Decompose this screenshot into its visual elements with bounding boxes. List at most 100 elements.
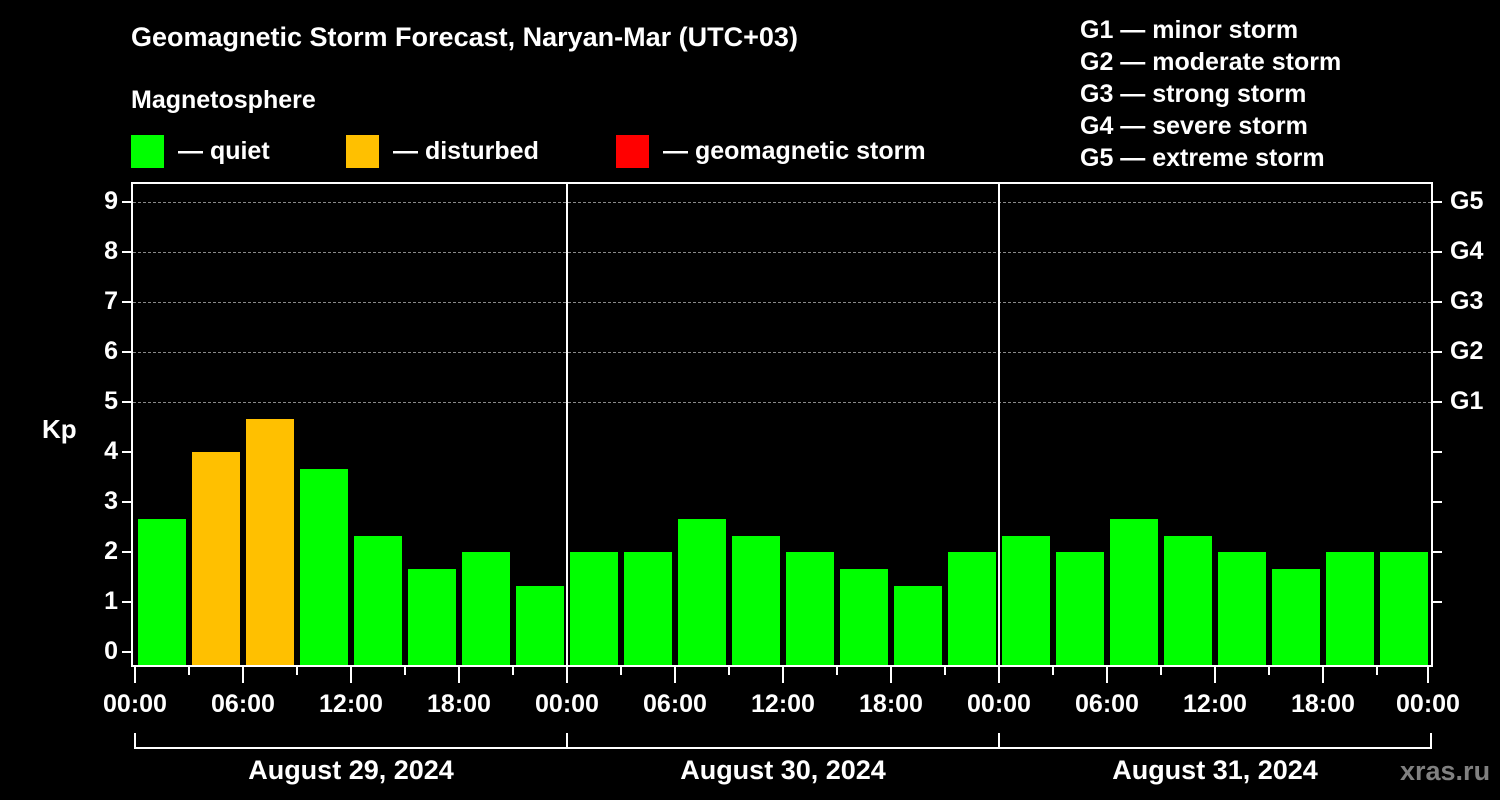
y-tick — [122, 351, 131, 353]
x-major-tick — [1106, 667, 1108, 683]
day-bracket-tick — [134, 733, 136, 748]
kp-bar — [408, 568, 456, 665]
g2-legend: G2 — moderate storm — [1080, 48, 1342, 76]
kp-bar — [192, 452, 240, 665]
day-label: August 29, 2024 — [248, 755, 454, 785]
disturbed-swatch — [346, 134, 379, 168]
right-y-tick — [1433, 301, 1442, 303]
x-minor-tick — [944, 667, 946, 675]
x-minor-tick — [620, 667, 622, 675]
x-major-tick — [998, 667, 1000, 683]
day-separator — [998, 182, 1000, 667]
y-tick-label: 2 — [104, 537, 118, 565]
legend-storm-label: — geomagnetic storm — [663, 136, 926, 165]
chart-title: Geomagnetic Storm Forecast, Naryan-Mar (… — [131, 22, 798, 52]
gridline — [133, 352, 1431, 353]
x-major-tick — [1322, 667, 1324, 683]
x-major-tick — [134, 667, 136, 683]
kp-bar — [1326, 552, 1374, 665]
kp-bar — [840, 568, 888, 665]
x-minor-tick — [188, 667, 190, 675]
day-label: August 30, 2024 — [680, 755, 886, 785]
x-major-tick — [674, 667, 676, 683]
kp-bar — [678, 518, 726, 665]
x-tick-label: 00:00 — [967, 690, 1031, 718]
x-major-tick — [350, 667, 352, 683]
legend-storm: — geomagnetic storm — [616, 134, 926, 168]
kp-bar — [1218, 552, 1266, 665]
kp-bar — [246, 418, 294, 665]
kp-bar — [1380, 552, 1428, 665]
kp-bar — [948, 552, 996, 665]
gridline — [133, 302, 1431, 303]
g1-legend: G1 — minor storm — [1080, 16, 1299, 44]
kp-bar — [1056, 552, 1104, 665]
legend-quiet-label: — quiet — [178, 136, 270, 165]
kp-bar — [786, 552, 834, 665]
y-tick-label: 3 — [104, 487, 118, 515]
legend-quiet: — quiet — [131, 134, 270, 168]
x-tick-label: 06:00 — [211, 690, 275, 718]
day-separator — [566, 182, 568, 667]
x-minor-tick — [512, 667, 514, 675]
y-tick — [122, 601, 131, 603]
g-scale-tick-label: G1 — [1450, 387, 1484, 415]
x-major-tick — [782, 667, 784, 683]
y-tick-label: 4 — [104, 437, 118, 465]
x-tick-label: 18:00 — [427, 690, 491, 718]
right-y-tick — [1433, 601, 1442, 603]
x-major-tick — [242, 667, 244, 683]
x-minor-tick — [1052, 667, 1054, 675]
y-axis-label: Kp — [42, 414, 77, 444]
right-y-tick — [1433, 501, 1442, 503]
kp-bar — [1110, 518, 1158, 665]
gridline — [133, 252, 1431, 253]
day-bracket-tick — [566, 733, 568, 748]
kp-bar — [894, 585, 942, 665]
g-scale-tick-label: G2 — [1450, 337, 1484, 365]
kp-bar — [624, 552, 672, 665]
right-y-tick — [1433, 401, 1442, 403]
kp-bar — [1164, 535, 1212, 665]
x-tick-label: 18:00 — [859, 690, 923, 718]
x-tick-label: 06:00 — [643, 690, 707, 718]
g-scale-legend: G1 — minor storm G2 — moderate storm G3 … — [1080, 14, 1341, 174]
right-y-tick — [1433, 351, 1442, 353]
g5-legend: G5 — extreme storm — [1080, 144, 1325, 172]
y-tick — [122, 651, 131, 653]
x-tick-label: 12:00 — [1183, 690, 1247, 718]
day-bracket-tick — [998, 733, 1000, 748]
watermark: xras.ru — [1400, 756, 1491, 786]
right-y-tick — [1433, 251, 1442, 253]
x-major-tick — [890, 667, 892, 683]
g-scale-tick-label: G4 — [1450, 237, 1484, 265]
kp-bar — [138, 518, 186, 665]
x-major-tick — [1427, 667, 1429, 683]
y-tick — [122, 251, 131, 253]
x-minor-tick — [1268, 667, 1270, 675]
legend-disturbed: — disturbed — [346, 134, 539, 168]
g-scale-tick-label: G5 — [1450, 187, 1484, 215]
right-y-tick — [1433, 551, 1442, 553]
y-tick-label: 5 — [104, 387, 118, 415]
day-label: August 31, 2024 — [1112, 755, 1318, 785]
x-major-tick — [458, 667, 460, 683]
x-minor-tick — [728, 667, 730, 675]
kp-bar — [732, 535, 780, 665]
y-tick — [122, 301, 131, 303]
x-tick-label: 00:00 — [1396, 690, 1460, 718]
y-tick-label: 9 — [104, 187, 118, 215]
x-major-tick — [566, 667, 568, 683]
x-tick-label: 00:00 — [103, 690, 167, 718]
right-y-tick — [1433, 451, 1442, 453]
g-scale-tick-label: G3 — [1450, 287, 1484, 315]
g3-legend: G3 — strong storm — [1080, 80, 1307, 108]
y-tick — [122, 501, 131, 503]
y-tick-label: 6 — [104, 337, 118, 365]
x-minor-tick — [296, 667, 298, 675]
x-minor-tick — [1376, 667, 1378, 675]
y-tick-label: 1 — [104, 587, 118, 615]
kp-bar — [300, 468, 348, 665]
y-tick-label: 8 — [104, 237, 118, 265]
x-tick-label: 18:00 — [1291, 690, 1355, 718]
